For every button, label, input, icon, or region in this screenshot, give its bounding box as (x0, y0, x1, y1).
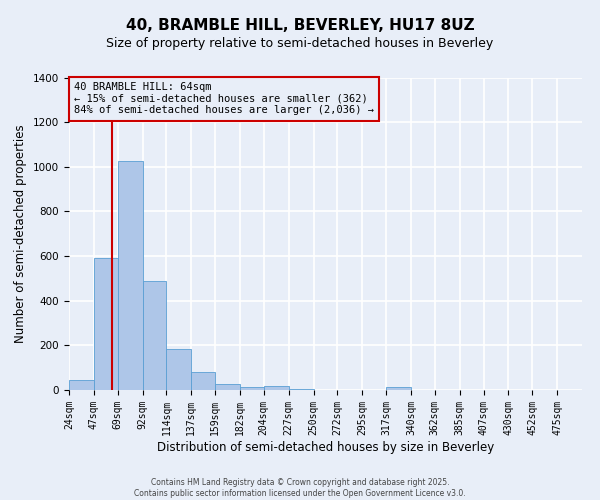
Bar (386, 386, 411, 390)
X-axis label: Distribution of semi-detached houses by size in Beverley: Distribution of semi-detached houses by … (157, 440, 494, 454)
Text: 40, BRAMBLE HILL, BEVERLEY, HU17 8UZ: 40, BRAMBLE HILL, BEVERLEY, HU17 8UZ (125, 18, 475, 32)
Bar (118, 161, 143, 390)
Bar (69, 380, 94, 390)
Bar (240, 386, 264, 390)
Bar (166, 348, 191, 390)
Bar (143, 282, 166, 390)
Bar (289, 389, 314, 390)
Bar (191, 372, 215, 390)
Text: Size of property relative to semi-detached houses in Beverley: Size of property relative to semi-detach… (106, 38, 494, 51)
Text: Contains HM Land Registry data © Crown copyright and database right 2025.
Contai: Contains HM Land Registry data © Crown c… (134, 478, 466, 498)
Bar (264, 386, 289, 390)
Bar (94, 258, 118, 390)
Text: 40 BRAMBLE HILL: 64sqm
← 15% of semi-detached houses are smaller (362)
84% of se: 40 BRAMBLE HILL: 64sqm ← 15% of semi-det… (74, 82, 374, 116)
Bar (215, 384, 240, 390)
Y-axis label: Number of semi-detached properties: Number of semi-detached properties (14, 124, 28, 343)
